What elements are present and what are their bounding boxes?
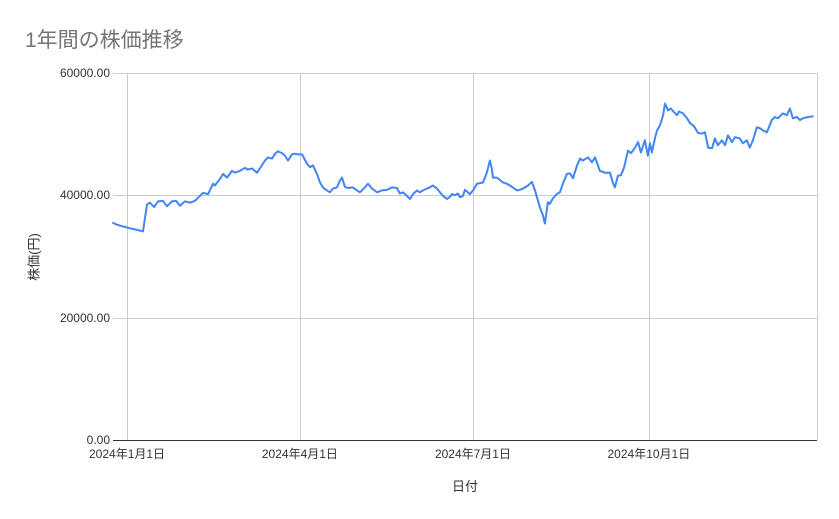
chart-title: 1年間の株価推移	[25, 29, 184, 52]
y-tick-label: 60000.00	[59, 66, 110, 80]
x-axis-title: 日付	[451, 479, 478, 494]
x-tick-label: 2024年10月1日	[607, 447, 691, 461]
x-tick-label: 2024年4月1日	[261, 447, 338, 461]
x-tick-label: 2024年1月1日	[89, 447, 166, 461]
x-tick-label: 2024年7月1日	[434, 447, 511, 461]
y-tick-label: 20000.00	[59, 310, 110, 325]
y-tick-label: 40000.00	[59, 188, 110, 203]
y-tick-label: 0.00	[86, 433, 110, 447]
stock-price-line	[112, 102, 814, 233]
